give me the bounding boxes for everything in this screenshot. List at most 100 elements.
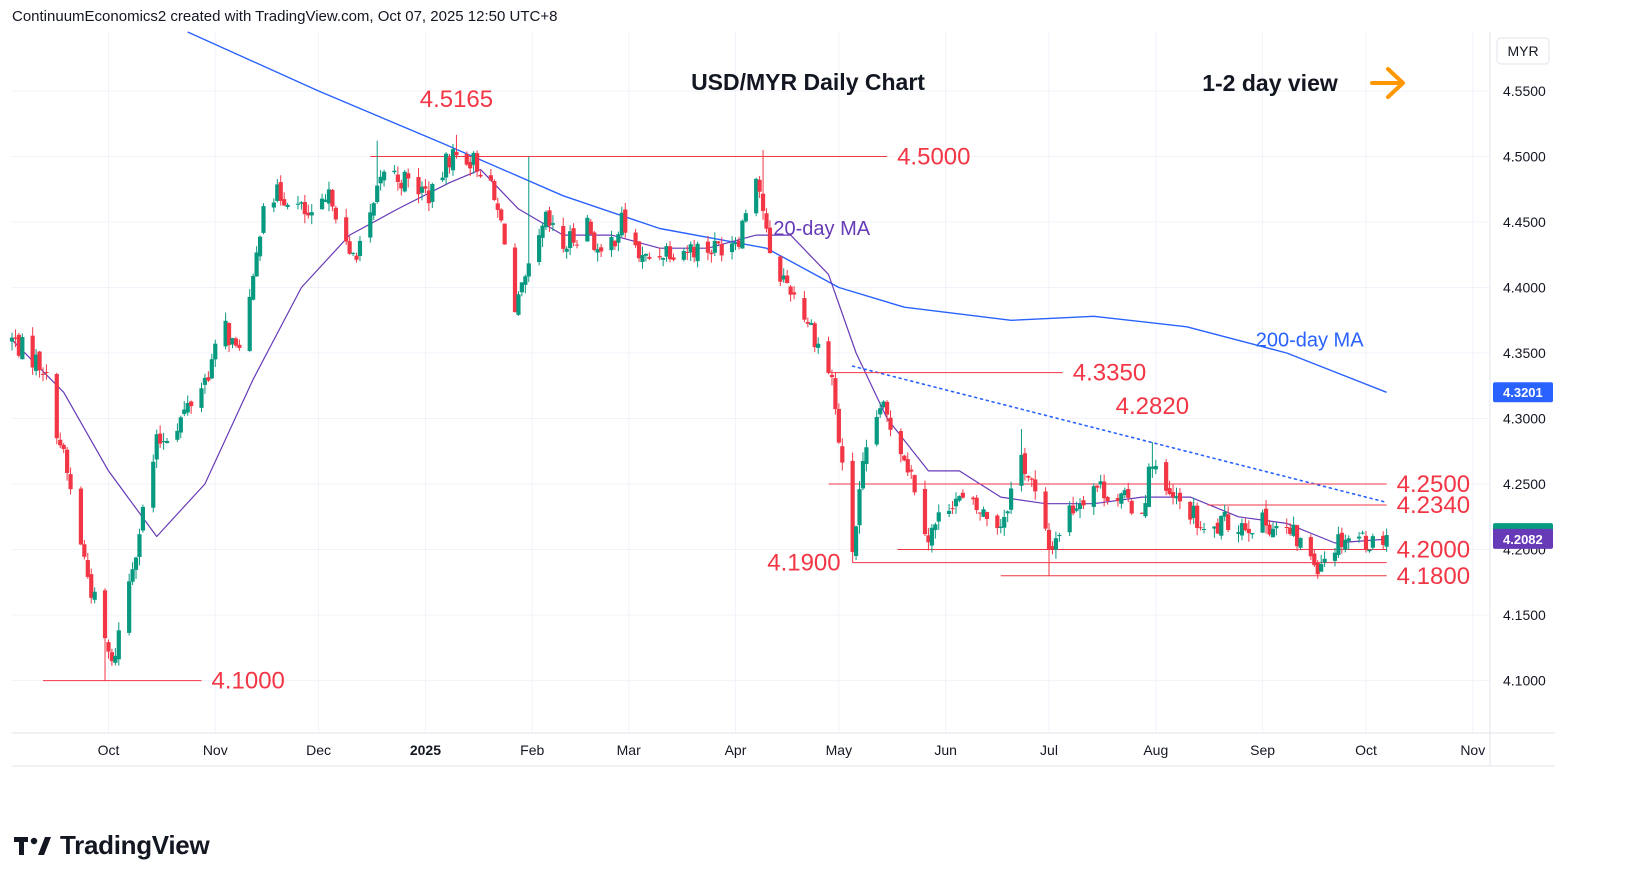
candle-body	[109, 652, 115, 662]
price-tag-box	[1493, 528, 1553, 549]
level-label: 4.5000	[897, 143, 970, 170]
candle-body	[812, 323, 817, 348]
candle-body	[695, 243, 700, 262]
arrow-right-icon	[1370, 67, 1405, 99]
candle-body	[1222, 511, 1227, 517]
candle-body	[888, 417, 893, 430]
candle-body	[1105, 497, 1110, 501]
candle-body	[447, 157, 452, 168]
candle-body	[619, 212, 624, 236]
ma20-polyline	[11, 169, 1387, 544]
series-label: 20-day MA	[773, 218, 870, 240]
candle-body	[1367, 549, 1372, 552]
candle-body	[1026, 475, 1031, 478]
candle-body	[647, 256, 652, 259]
candle-body	[950, 508, 955, 510]
price-tag-label: 4.3201	[1503, 385, 1543, 400]
candle-body	[657, 256, 662, 258]
candle-body	[1201, 529, 1207, 531]
candle-body	[299, 202, 304, 204]
candle-body	[836, 408, 841, 443]
candle-body	[1191, 505, 1196, 518]
candle-body	[1071, 505, 1076, 514]
candle-body	[864, 447, 869, 464]
candle-body	[354, 255, 359, 260]
candle-body	[357, 240, 363, 256]
candle-body	[189, 401, 194, 407]
candle-body	[1153, 465, 1158, 470]
candle-body	[116, 630, 121, 660]
arrow-head	[1386, 67, 1405, 99]
candle-body	[85, 560, 90, 577]
candle-body	[764, 213, 769, 229]
candle-body	[760, 193, 766, 211]
candle-body	[106, 642, 111, 652]
candle-body	[767, 227, 773, 254]
candle-body	[1043, 491, 1048, 529]
candle-body	[54, 374, 59, 439]
candle-body	[1029, 478, 1034, 480]
candle-body	[740, 220, 745, 249]
candle-body	[154, 434, 159, 460]
candle-body	[1298, 538, 1303, 548]
level-label: 4.1900	[767, 550, 840, 577]
candle-body	[302, 202, 307, 215]
level-label: 4.2820	[1116, 393, 1189, 420]
candle-body	[1198, 527, 1203, 529]
candle-body	[947, 510, 952, 514]
candle-body	[953, 498, 959, 507]
x-tick-label: Apr	[725, 742, 747, 758]
candle-body	[368, 212, 373, 238]
candle-body	[1002, 516, 1007, 528]
candle-body	[1346, 538, 1351, 542]
candle-body	[271, 202, 276, 208]
candle-body	[788, 286, 793, 295]
y-axis: 4.5500 4.5000 4.4500 4.4000 4.3500 4.3000 4.25…	[1493, 37, 1553, 689]
candle-body	[957, 496, 962, 501]
candle-body	[681, 251, 686, 260]
candle-body	[623, 209, 628, 233]
ma20-line	[11, 169, 1387, 544]
candle-body	[323, 199, 328, 202]
candle-body	[1019, 454, 1024, 486]
candle-body	[712, 240, 717, 253]
candle-body	[1226, 514, 1231, 530]
candle-body	[802, 298, 807, 320]
candle-body	[1212, 526, 1217, 529]
candle-body	[61, 444, 66, 450]
x-tick-label: Sep	[1250, 742, 1275, 758]
candle-body	[1046, 529, 1052, 550]
x-tick-label: Nov	[203, 742, 228, 758]
candle-body	[709, 252, 714, 255]
candle-body	[1239, 523, 1245, 536]
candle-body	[254, 252, 259, 277]
candle-body	[519, 282, 524, 293]
x-tick-label: Aug	[1143, 742, 1168, 758]
candle-body	[816, 343, 821, 348]
candle-body	[102, 590, 108, 639]
candle-body	[1081, 500, 1086, 506]
candle-body	[537, 235, 542, 263]
candle-body	[392, 170, 397, 173]
price-tag-label: 4.2082	[1503, 532, 1543, 547]
chart-attribution: ContinuumEconomics2 created with Trading…	[12, 8, 558, 25]
candle-body	[1139, 512, 1145, 514]
candle-body	[161, 441, 166, 443]
candle-body	[1315, 562, 1320, 575]
candle-body	[464, 154, 469, 165]
candle-body	[912, 475, 917, 493]
candle-body	[526, 263, 531, 277]
candle-body	[202, 377, 208, 385]
x-tick-label: Jul	[1040, 742, 1058, 758]
tradingview-logo[interactable]: TradingView	[14, 830, 210, 861]
candle-body	[785, 275, 790, 284]
candle-body	[164, 441, 170, 444]
candle-body	[151, 461, 156, 508]
candle-body	[247, 296, 252, 351]
candle-body	[1322, 558, 1327, 563]
x-tick-label: Nov	[1460, 742, 1485, 758]
candle-body	[1332, 552, 1338, 561]
candle-body	[1150, 466, 1155, 469]
candle-body	[478, 174, 483, 177]
